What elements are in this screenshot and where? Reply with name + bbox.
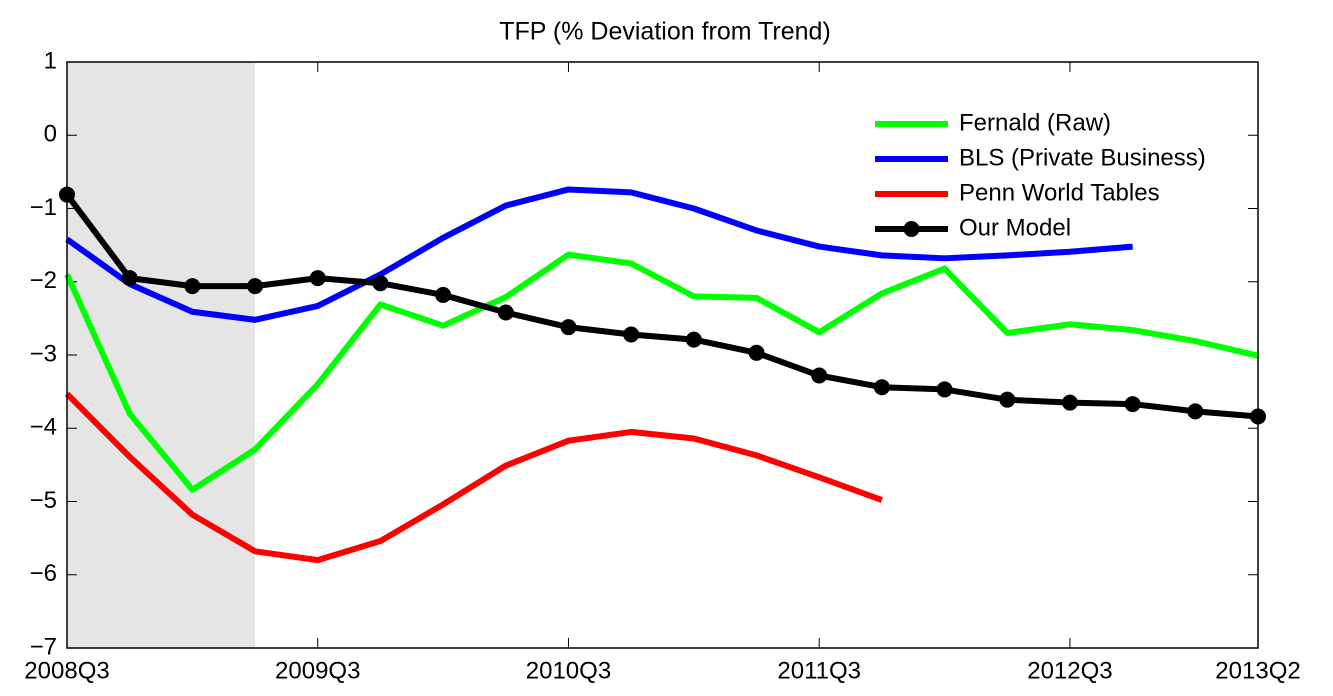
data-point xyxy=(623,326,640,343)
data-point xyxy=(936,381,953,398)
shaded-region xyxy=(67,62,256,648)
series-line xyxy=(64,251,1259,493)
data-point xyxy=(121,270,138,287)
y-tick-label: −5 xyxy=(30,487,57,514)
series-line xyxy=(64,192,1259,420)
data-point xyxy=(497,304,514,321)
x-tick-label: 2013Q2 xyxy=(1215,657,1300,684)
data-point xyxy=(372,275,389,292)
data-point xyxy=(748,344,765,361)
legend-label: BLS (Private Business) xyxy=(959,144,1206,171)
data-point xyxy=(873,379,890,396)
legend-label: Our Model xyxy=(959,214,1071,241)
data-point xyxy=(184,278,201,295)
chart-title: TFP (% Deviation from Trend) xyxy=(499,18,831,46)
y-tick-label: 1 xyxy=(44,47,57,74)
data-point xyxy=(309,270,326,287)
data-point xyxy=(247,278,264,295)
data-point xyxy=(435,286,452,303)
y-tick-label: −4 xyxy=(30,414,57,441)
x-tick-label: 2011Q3 xyxy=(777,657,861,684)
legend-label: Penn World Tables xyxy=(959,179,1160,206)
legend-label: Fernald (Raw) xyxy=(959,109,1111,136)
legend-marker xyxy=(903,221,920,237)
series-line xyxy=(65,186,1133,323)
y-tick-label: 0 xyxy=(44,121,57,148)
y-tick-label: −1 xyxy=(30,194,57,221)
data-point xyxy=(811,367,828,384)
data-point xyxy=(999,391,1016,408)
x-tick-label: 2010Q3 xyxy=(526,657,611,684)
y-tick-label: −7 xyxy=(30,633,57,660)
data-point xyxy=(685,331,702,348)
y-tick-label: −3 xyxy=(30,340,57,367)
x-tick-label: 2008Q3 xyxy=(24,657,109,684)
y-tick-label: −6 xyxy=(30,560,57,587)
data-point xyxy=(1124,396,1141,413)
data-point xyxy=(1061,394,1078,411)
series-line xyxy=(64,391,883,564)
x-tick-label: 2012Q3 xyxy=(1027,657,1112,684)
plot-frame xyxy=(66,61,1259,649)
y-tick-label: −2 xyxy=(30,267,57,294)
data-point xyxy=(560,319,577,336)
data-point xyxy=(1187,403,1204,420)
x-tick-label: 2009Q3 xyxy=(275,657,360,684)
